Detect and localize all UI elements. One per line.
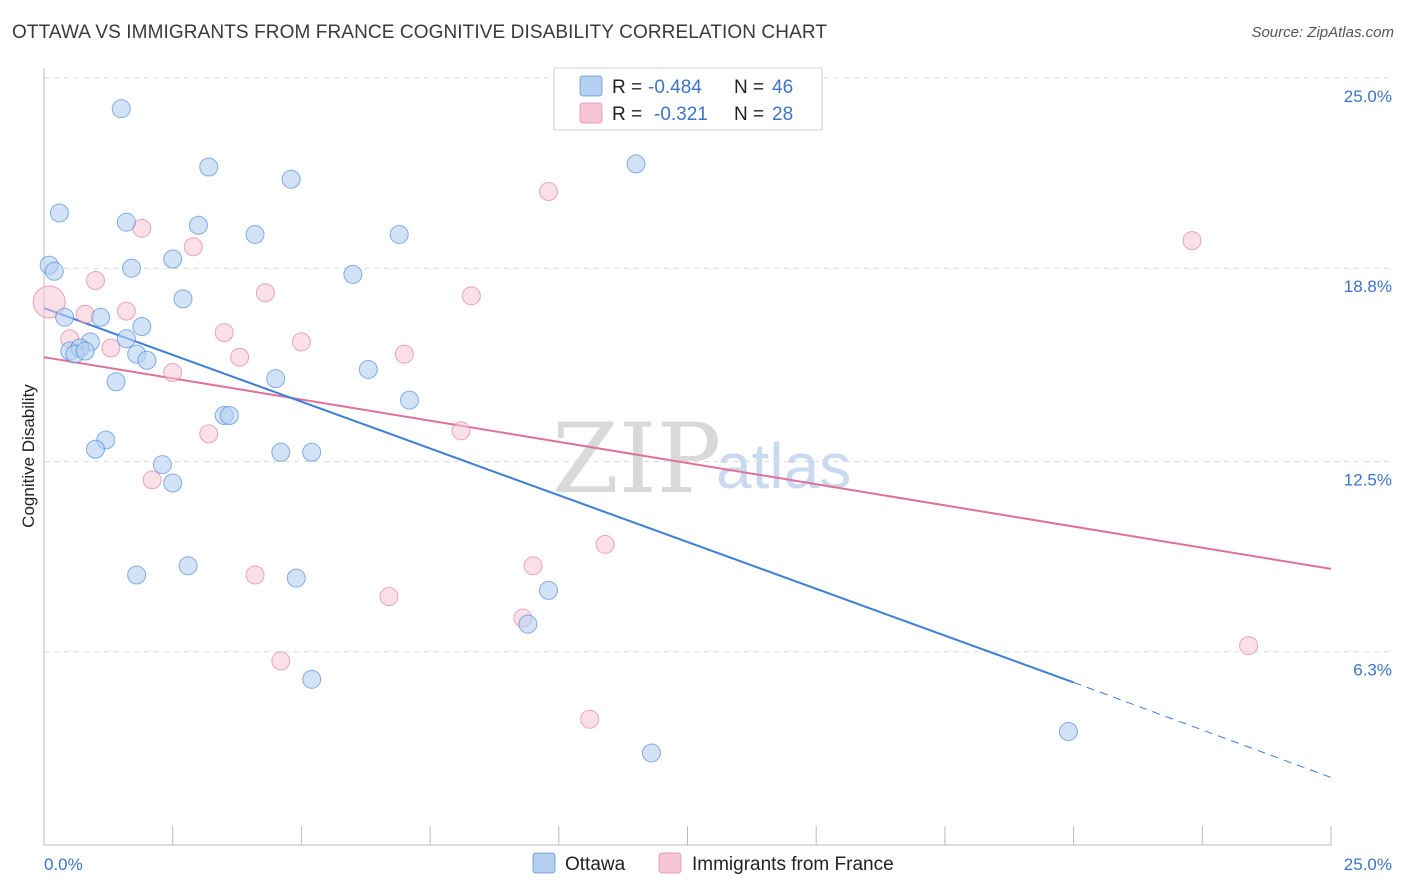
ottawa-point: [75, 341, 95, 361]
france-point: [101, 338, 121, 358]
axes: [43, 68, 1332, 846]
ottawa-trend-extension: [1073, 681, 1332, 778]
ottawa-point: [1058, 721, 1078, 741]
france-point: [163, 363, 183, 383]
france-point: [255, 283, 275, 303]
ottawa-point: [85, 439, 105, 459]
correlation-legend: R = -0.484 N = 46 R = -0.321 N = 28: [553, 67, 823, 131]
france-point: [539, 182, 559, 202]
france-point: [1182, 231, 1202, 251]
legend-r-value-france: -0.321: [654, 104, 708, 125]
france-point: [75, 304, 95, 324]
france-point: [245, 565, 265, 585]
legend-n-value-france: 28: [772, 104, 793, 125]
france-point: [32, 285, 66, 319]
bottom-legend-swatch-france: [658, 852, 682, 874]
ottawa-point: [271, 442, 291, 462]
france-point: [142, 470, 162, 490]
y-axis-label: Cognitive Disability: [19, 384, 38, 528]
ottawa-point: [389, 224, 409, 244]
ottawa-point: [302, 669, 322, 689]
france-point: [451, 421, 471, 441]
france-point: [580, 709, 600, 729]
x-tick-label-max: 25.0%: [1344, 855, 1392, 874]
chart-title: OTTAWA VS IMMIGRANTS FROM FRANCE COGNITI…: [12, 22, 828, 43]
y-tick-labels: 6.3% 12.5% 18.8% 25.0%: [1344, 87, 1392, 680]
ottawa-point: [199, 157, 219, 177]
legend-n-label: N =: [734, 77, 764, 98]
france-point: [595, 534, 615, 554]
france-point: [523, 556, 543, 576]
legend-r-value-ottawa: -0.484: [648, 77, 702, 98]
france-point: [271, 651, 291, 671]
legend-r-label: R =: [612, 104, 642, 125]
ottawa-point: [641, 743, 661, 763]
france-point: [85, 270, 105, 290]
france-point: [116, 301, 136, 321]
france-point: [183, 237, 203, 257]
bottom-legend-france: Immigrants from France: [692, 854, 894, 875]
ottawa-point: [539, 580, 559, 600]
france-point: [230, 347, 250, 367]
ottawa-point: [163, 249, 183, 269]
bottom-legend-ottawa: Ottawa: [565, 854, 626, 875]
ottawa-point: [358, 359, 378, 379]
ottawa-point: [116, 329, 136, 349]
france-point: [461, 286, 481, 306]
ottawa-point: [518, 614, 538, 634]
data-points: [32, 99, 1259, 763]
y-tick-label: 12.5%: [1344, 471, 1392, 490]
ottawa-point: [178, 556, 198, 576]
ottawa-point: [55, 307, 75, 327]
y-tick-label: 6.3%: [1353, 661, 1392, 680]
france-trend-line: [43, 356, 1332, 570]
ottawa-point: [286, 568, 306, 588]
ottawa-point: [49, 203, 69, 223]
ottawa-point: [106, 372, 126, 392]
bottom-legend-swatch-ottawa: [532, 852, 556, 874]
y-tick-label: 18.8%: [1344, 277, 1392, 296]
ottawa-point: [266, 369, 286, 389]
france-point: [214, 323, 234, 343]
france-point: [379, 586, 399, 606]
ottawa-point: [173, 289, 193, 309]
y-tick-label: 25.0%: [1344, 87, 1392, 106]
france-point: [394, 344, 414, 364]
ottawa-point: [137, 350, 157, 370]
france-point: [291, 332, 311, 352]
ottawa-point: [281, 169, 301, 189]
ottawa-point: [111, 99, 131, 119]
source-label: Source: ZipAtlas.com: [1251, 24, 1394, 41]
ottawa-point: [219, 405, 239, 425]
legend-swatch-france: [579, 102, 603, 124]
ottawa-point: [44, 261, 64, 281]
ottawa-point: [122, 258, 142, 278]
ottawa-point: [400, 390, 420, 410]
legend-swatch-ottawa: [579, 75, 603, 97]
series-legend: Ottawa Immigrants from France: [532, 852, 894, 875]
ottawa-trend-line: [43, 307, 1074, 684]
trend-lines: [43, 307, 1332, 778]
ottawa-point: [116, 212, 136, 232]
ottawa-point: [302, 442, 322, 462]
ottawa-point: [152, 455, 172, 475]
ottawa-point: [132, 317, 152, 337]
gridlines: [44, 77, 1392, 653]
ottawa-point: [163, 473, 183, 493]
legend-n-value-ottawa: 46: [772, 77, 793, 98]
ottawa-point: [127, 565, 147, 585]
ottawa-point: [245, 224, 265, 244]
x-tick-label-min: 0.0%: [44, 855, 83, 874]
legend-n-label: N =: [734, 104, 764, 125]
france-point: [199, 424, 219, 444]
ottawa-point: [91, 307, 111, 327]
ottawa-point: [188, 215, 208, 235]
ottawa-point: [343, 264, 363, 284]
france-point: [1239, 636, 1259, 656]
ottawa-point: [626, 154, 646, 174]
legend-r-label: R =: [612, 77, 642, 98]
watermark-zip: ZIP: [552, 403, 721, 515]
watermark-atlas: atlas: [716, 430, 851, 502]
